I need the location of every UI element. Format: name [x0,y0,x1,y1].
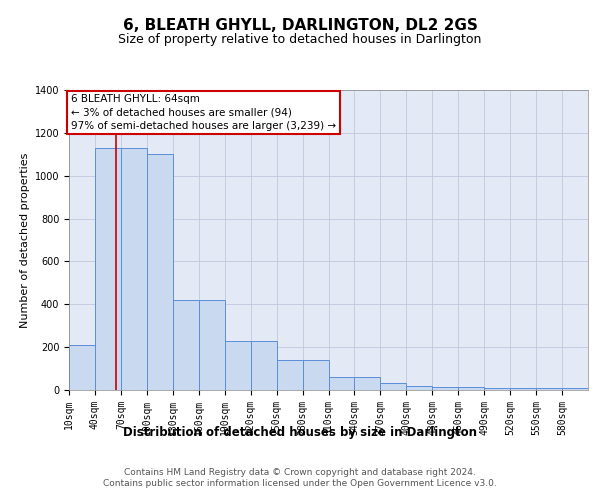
Text: Contains HM Land Registry data © Crown copyright and database right 2024.
Contai: Contains HM Land Registry data © Crown c… [103,468,497,487]
Bar [95,148,121,390]
Bar [562,388,588,390]
Text: 6 BLEATH GHYLL: 64sqm
← 3% of detached houses are smaller (94)
97% of semi-detac: 6 BLEATH GHYLL: 64sqm ← 3% of detached h… [71,94,336,130]
Bar [536,388,562,390]
Bar [329,377,355,390]
Bar [355,377,380,390]
Bar [121,148,147,390]
Bar [380,382,406,390]
Bar [69,345,95,390]
Text: 6, BLEATH GHYLL, DARLINGTON, DL2 2GS: 6, BLEATH GHYLL, DARLINGTON, DL2 2GS [122,18,478,32]
Bar [199,300,224,390]
Bar [277,360,302,390]
Bar [302,360,329,390]
Bar [147,154,173,390]
Bar [406,386,433,390]
Bar [510,388,536,390]
Bar [484,388,510,390]
Bar [458,387,484,390]
Bar [225,340,251,390]
Text: Size of property relative to detached houses in Darlington: Size of property relative to detached ho… [118,32,482,46]
Text: Distribution of detached houses by size in Darlington: Distribution of detached houses by size … [123,426,477,439]
Bar [433,387,458,390]
Bar [173,300,199,390]
Bar [251,340,277,390]
Y-axis label: Number of detached properties: Number of detached properties [20,152,31,328]
